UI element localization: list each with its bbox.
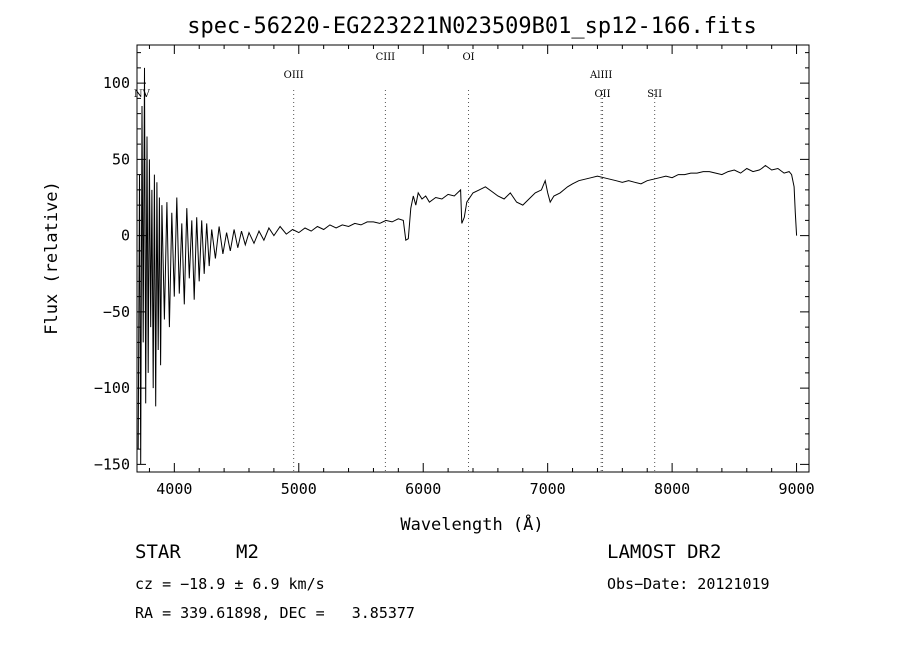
survey-name: LAMOST DR2 [607, 541, 722, 563]
x-axis: 4000 5000 6000 7000 8000 9000 [148, 45, 815, 498]
line-label: CIII [376, 52, 396, 63]
line-label: OI [462, 52, 474, 63]
y-tick-label: −150 [94, 455, 130, 473]
observation-date: Obs−Date: 20121019 [607, 575, 770, 593]
x-tick-label: 6000 [405, 480, 441, 498]
x-axis-label: Wavelength (Å) [400, 513, 543, 535]
y-tick-label: 50 [112, 150, 130, 168]
coordinates: RA = 339.61898, DEC = 3.85377 [135, 604, 415, 622]
spectrum-line [137, 67, 798, 465]
y-tick-label: 100 [103, 74, 130, 92]
y-axis-label: Flux (relative) [42, 181, 62, 335]
line-label: AlIII [589, 70, 612, 81]
x-tick-label: 5000 [281, 480, 317, 498]
x-tick-label: 9000 [778, 480, 814, 498]
line-label: OIII [284, 70, 304, 81]
y-axis: −150 −100 −50 0 50 100 [94, 52, 809, 473]
redshift-cz: cz = −18.9 ± 6.9 km/s [135, 575, 325, 593]
y-tick-label: 0 [121, 227, 130, 245]
spectrum-series [137, 67, 798, 465]
x-tick-label: 4000 [156, 480, 192, 498]
chart-title: spec-56220-EG223221N023509B01_sp12-166.f… [187, 14, 757, 39]
y-tick-label: −100 [94, 379, 130, 397]
object-subclass: M2 [236, 541, 259, 563]
object-type: STAR [135, 541, 181, 563]
y-tick-label: −50 [103, 303, 130, 321]
spectrum-chart: spec-56220-EG223221N023509B01_sp12-166.f… [42, 14, 815, 535]
x-tick-label: 7000 [530, 480, 566, 498]
line-label: SII [647, 89, 662, 100]
x-tick-label: 8000 [654, 480, 690, 498]
line-annotations: NV OIII CIII OI AlIII OII SII [134, 52, 662, 472]
line-label: NV [134, 89, 151, 100]
line-label: OII [594, 89, 610, 100]
plot-frame [136, 44, 810, 473]
